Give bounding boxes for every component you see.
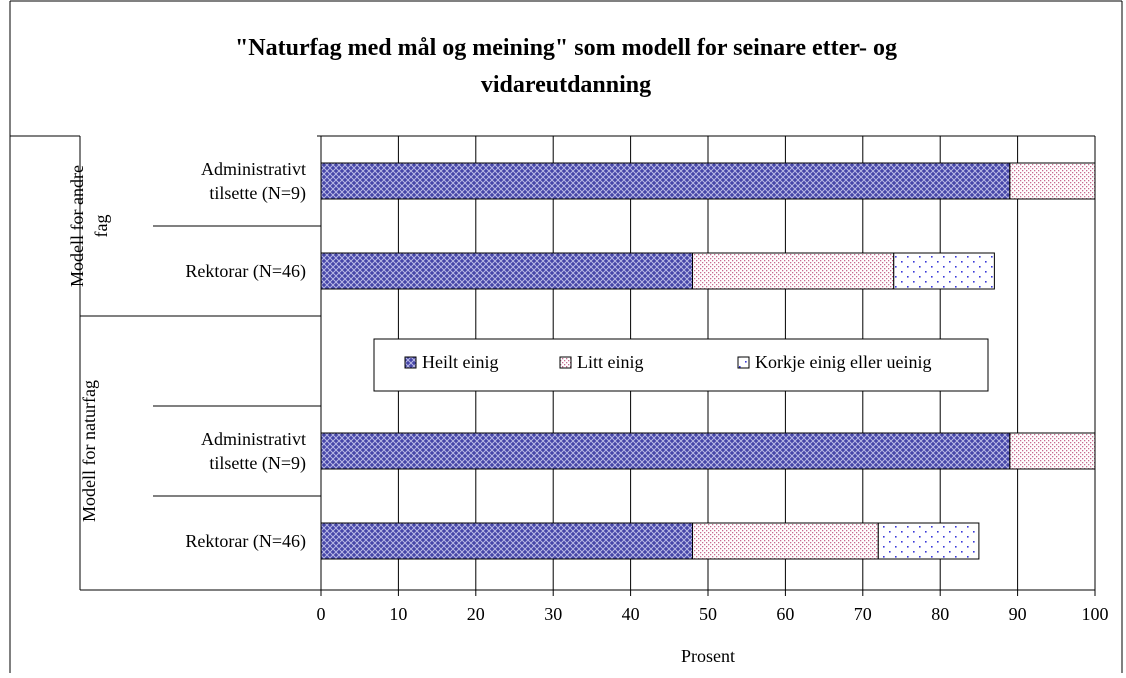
- legend-label: Heilt einig: [422, 352, 498, 372]
- group-label: fag: [91, 215, 111, 238]
- axes: 0 10 20 30 40 50 60 70 80 90 100: [10, 135, 1109, 624]
- category-label: tilsette (N=9): [209, 183, 306, 204]
- x-tick-label: 70: [854, 604, 872, 624]
- bar-litt-einig: [1009, 432, 1096, 470]
- x-tick-label: 90: [1009, 604, 1027, 624]
- legend: Heilt einig Litt einig Korkje einig eller …: [373, 338, 989, 392]
- legend-label: Litt einig: [577, 352, 644, 372]
- bar-korkje-einig-eller-ueinig: [893, 252, 995, 290]
- chart-title-line-1: "Naturfag med mål og meining" som modell…: [235, 35, 897, 61]
- category-label: Administrativt: [201, 429, 306, 449]
- x-tick-label: 30: [544, 604, 562, 624]
- category-labels: Administrativt tilsette (N=9) Rektorar (N=…: [67, 159, 306, 552]
- x-tick-label: 0: [317, 604, 326, 624]
- legend-box: [373, 338, 989, 392]
- category-label: tilsette (N=9): [209, 453, 306, 474]
- bar-heilt-einig: [320, 522, 694, 560]
- bar-heilt-einig: [320, 162, 1011, 200]
- x-tick-label: 40: [622, 604, 640, 624]
- chart-title-line-2: vidareutdanning: [481, 72, 651, 98]
- bar-litt-einig: [692, 522, 879, 560]
- x-tick-label: 60: [776, 604, 794, 624]
- legend-label: Korkje einig eller ueinig: [755, 352, 931, 372]
- legend-swatch: [559, 356, 572, 369]
- legend-swatch: [404, 356, 417, 369]
- bars: [320, 162, 1096, 560]
- group-label: Modell for andre: [67, 165, 87, 287]
- x-tick-label: 20: [467, 604, 485, 624]
- category-label: Rektorar (N=46): [185, 261, 306, 282]
- category-label: Administrativt: [201, 159, 306, 179]
- x-tick-label: 10: [389, 604, 407, 624]
- bar-litt-einig: [1009, 162, 1096, 200]
- bar-litt-einig: [692, 252, 895, 290]
- group-label: Modell for naturfag: [79, 380, 99, 522]
- category-label: Rektorar (N=46): [185, 531, 306, 552]
- x-tick-label: 100: [1082, 604, 1109, 624]
- x-tick-label: 50: [699, 604, 717, 624]
- bar-heilt-einig: [320, 252, 694, 290]
- x-axis-label: Prosent: [681, 646, 735, 666]
- x-tick-label: 80: [931, 604, 949, 624]
- bar-korkje-einig-eller-ueinig: [877, 522, 980, 560]
- bar-heilt-einig: [320, 432, 1011, 470]
- legend-swatch: [737, 356, 750, 369]
